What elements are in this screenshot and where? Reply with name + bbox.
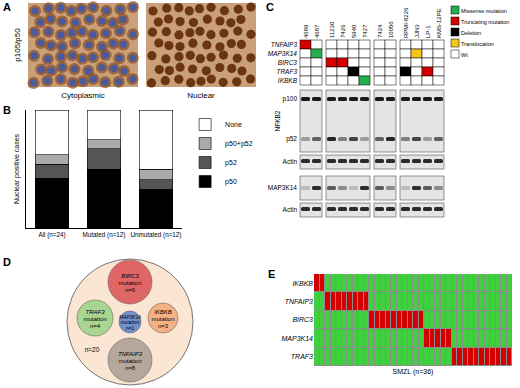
svg-text:JJN3: JJN3 [414,24,420,38]
svg-text:TNFAIP3: TNFAIP3 [271,41,298,48]
svg-text:p52: p52 [286,135,297,143]
svg-text:mutation: mutation [121,320,140,325]
svg-text:IKBKB: IKBKB [292,280,313,287]
svg-text:D: D [3,256,11,268]
svg-text:Actin: Actin [283,158,298,165]
svg-text:Cytoplasmic: Cytoplasmic [61,91,105,100]
svg-text:MAP3K14: MAP3K14 [119,315,141,320]
svg-text:p52: p52 [225,159,237,167]
svg-text:MAP3K14: MAP3K14 [268,184,298,191]
svg-text:A: A [3,1,11,13]
svg-text:mutation: mutation [83,316,106,322]
svg-text:NFKB2: NFKB2 [274,110,281,131]
svg-text:4687: 4687 [314,24,320,38]
svg-text:Actin: Actin [283,206,298,213]
svg-text:Translocation: Translocation [461,41,494,47]
svg-text:MAP3K14: MAP3K14 [268,50,298,57]
svg-text:TRAF3: TRAF3 [291,353,313,360]
svg-text:Nuclear positive cases: Nuclear positive cases [13,133,21,204]
svg-text:mutation: mutation [151,316,174,322]
svg-text:10056: 10056 [388,21,394,38]
svg-text:7424: 7424 [377,24,383,38]
svg-text:n=20: n=20 [85,346,100,353]
svg-text:MAP3K14: MAP3K14 [281,335,313,342]
svg-text:11230: 11230 [329,21,335,38]
svg-text:TRAF3: TRAF3 [85,309,105,315]
svg-text:5940: 5940 [351,24,357,38]
svg-text:RPMI-8226: RPMI-8226 [403,7,409,38]
svg-text:BIRC3: BIRC3 [121,273,139,279]
svg-text:Truncating mutation: Truncating mutation [461,19,509,25]
svg-text:p105/p50: p105/p50 [13,28,22,62]
svg-text:mutation: mutation [118,358,141,364]
svg-text:TNFAIP3: TNFAIP3 [118,351,143,357]
svg-text:E: E [268,268,275,280]
svg-text:n=3: n=3 [158,323,169,329]
svg-text:IKBKB: IKBKB [278,77,298,84]
svg-text:BIRC3: BIRC3 [292,316,313,323]
svg-text:7427: 7427 [362,24,368,38]
svg-text:TRAF3: TRAF3 [276,68,297,75]
svg-text:B: B [3,104,11,116]
svg-text:Nuclear: Nuclear [187,91,215,100]
svg-text:TNFAIP3: TNFAIP3 [285,298,313,305]
svg-text:4689: 4689 [303,24,309,38]
svg-text:Deletion: Deletion [461,30,481,36]
svg-text:Wt: Wt [461,52,468,58]
svg-text:LP-1: LP-1 [425,25,431,38]
svg-text:7426: 7426 [340,24,346,38]
svg-text:KMS-12PE: KMS-12PE [436,8,442,38]
svg-text:n=6: n=6 [125,287,136,293]
svg-text:Unmutated (n=12): Unmutated (n=12) [131,231,182,239]
svg-text:C: C [266,1,274,13]
svg-text:Missense mutation: Missense mutation [461,8,507,14]
svg-text:Mutated (n=12): Mutated (n=12) [83,231,126,239]
svg-text:SMZL (n=36): SMZL (n=36) [393,368,434,376]
svg-text:p100: p100 [283,95,298,103]
svg-text:All (n=24): All (n=24) [38,231,65,239]
svg-text:p50: p50 [225,178,237,186]
svg-text:mutation: mutation [118,280,141,286]
svg-text:p50+p52: p50+p52 [225,140,253,148]
svg-text:n=1: n=1 [126,326,134,331]
svg-text:n=8: n=8 [125,365,136,371]
svg-text:None: None [225,121,242,128]
svg-text:n=4: n=4 [90,323,101,329]
svg-text:IKBKB: IKBKB [154,309,172,315]
svg-text:BIRC3: BIRC3 [278,59,298,66]
